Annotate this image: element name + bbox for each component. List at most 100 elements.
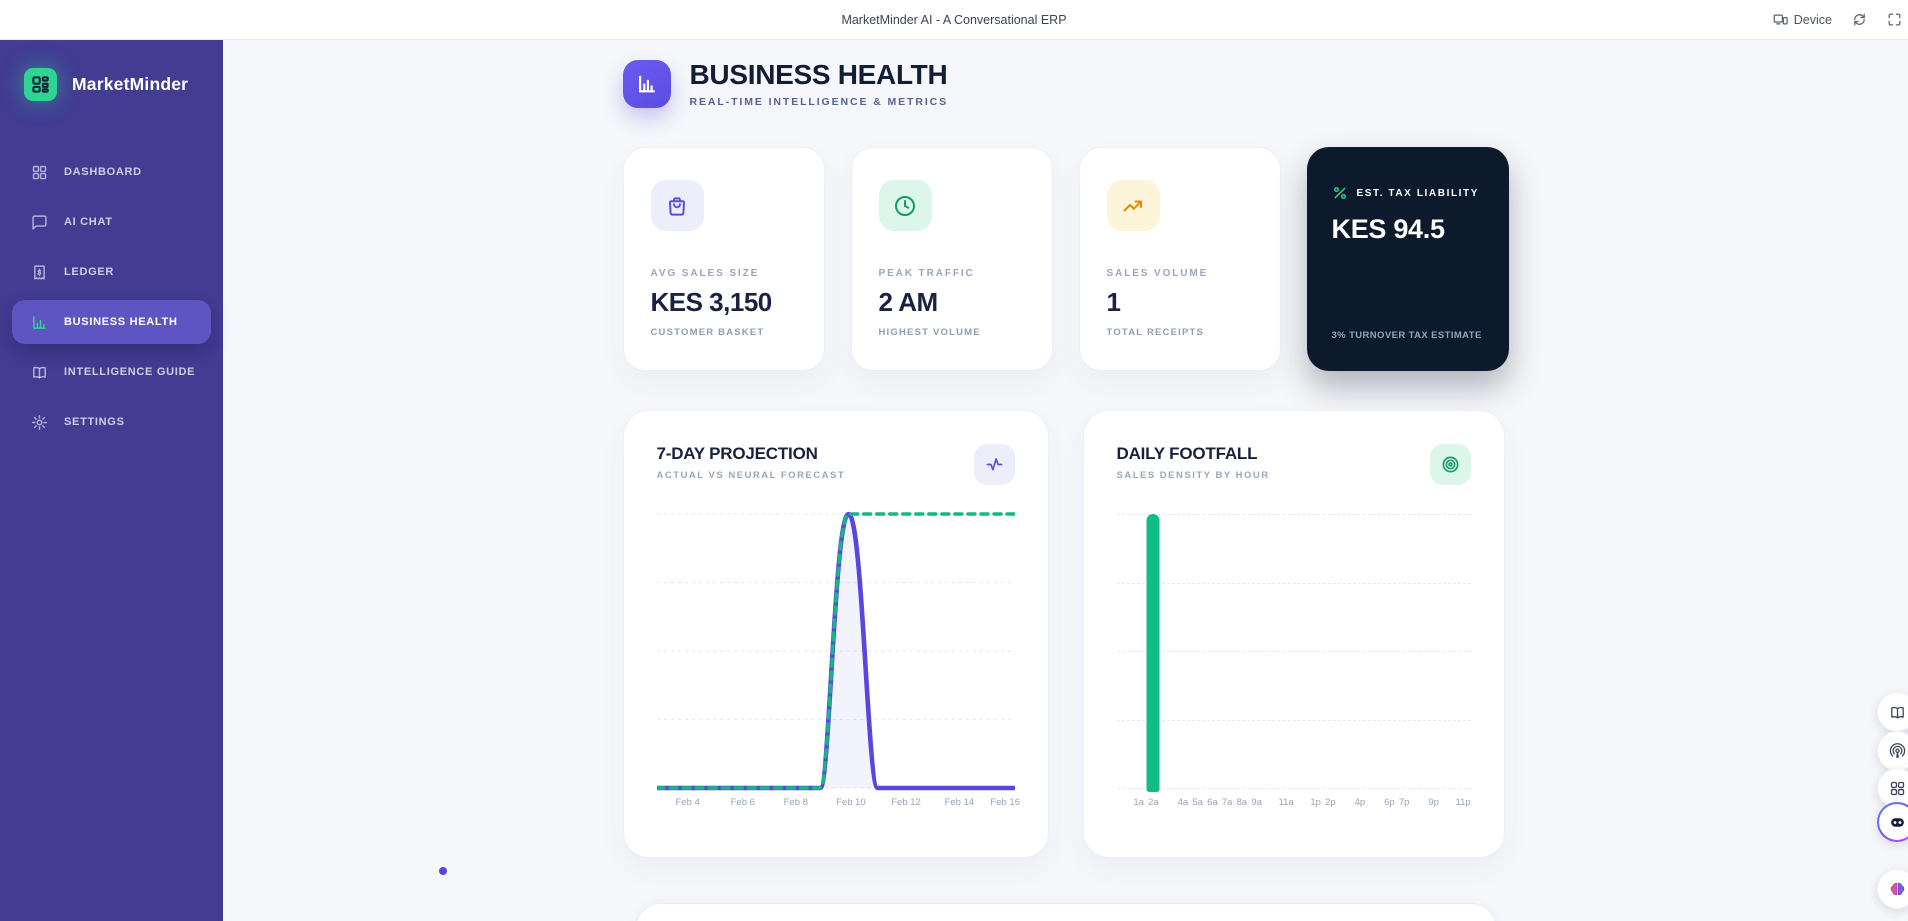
page-subtitle: REAL-TIME INTELLIGENCE & METRICS bbox=[689, 95, 949, 108]
x-tick: 6a bbox=[1207, 797, 1218, 808]
metric-iconbox bbox=[650, 180, 704, 231]
sidebar-item-settings[interactable]: SETTINGS bbox=[12, 400, 211, 444]
metric-iconbox bbox=[878, 180, 932, 231]
robot-icon bbox=[1890, 817, 1904, 827]
metrics-row: AVG SALES SIZE KES 3,150 CUSTOMER BASKET… bbox=[622, 147, 1509, 371]
topbar: MarketMinder AI - A Conversational ERP D… bbox=[0, 0, 1908, 40]
x-tick: 7p bbox=[1398, 797, 1410, 808]
sidebar-item-ledger[interactable]: LEDGER bbox=[12, 250, 211, 294]
chart-card-projection: 7-DAY PROJECTION ACTUAL VS NEURAL FORECA… bbox=[622, 410, 1049, 858]
metric-card-sales-volume: SALES VOLUME 1 TOTAL RECEIPTS bbox=[1078, 147, 1281, 371]
target-icon bbox=[1442, 456, 1458, 473]
x-tick: Feb 14 bbox=[944, 797, 975, 808]
podcast-icon bbox=[1889, 742, 1905, 758]
x-tick: Feb 6 bbox=[730, 797, 755, 808]
metric-label: SALES VOLUME bbox=[1106, 268, 1209, 279]
tax-card-value: KES 94.5 bbox=[1331, 214, 1445, 244]
x-tick: Feb 4 bbox=[675, 797, 700, 808]
float-button-assistant[interactable] bbox=[1877, 802, 1908, 842]
device-label: Device bbox=[1793, 12, 1832, 27]
metric-label: PEAK TRAFFIC bbox=[878, 268, 975, 279]
metric-value: 1 bbox=[1106, 287, 1121, 317]
window-title: MarketMinder AI - A Conversational ERP bbox=[841, 12, 1067, 27]
device-selector[interactable]: Device bbox=[1773, 12, 1832, 27]
tax-card-footnote: 3% TURNOVER TAX ESTIMATE bbox=[1331, 330, 1482, 341]
footfall-x-axis: 1a 2a 4a 5a 6a 7a 8a 9a 11a 1p 2p 4p 6p … bbox=[1117, 792, 1471, 810]
x-tick: 11p bbox=[1455, 797, 1471, 808]
projection-x-axis: Feb 4 Feb 6 Feb 8 Feb 10 Feb 12 Feb 14 F… bbox=[657, 792, 1019, 810]
sidebar-item-business-health[interactable]: BUSINESS HEALTH bbox=[12, 300, 211, 344]
forecast-series-line bbox=[656, 512, 1015, 790]
x-tick: 1a bbox=[1133, 797, 1144, 808]
x-tick: 1p bbox=[1310, 797, 1321, 808]
main-content: BUSINESS HEALTH REAL-TIME INTELLIGENCE &… bbox=[223, 40, 1908, 921]
metric-value: KES 3,150 bbox=[650, 287, 773, 317]
x-tick: Feb 12 bbox=[891, 797, 921, 808]
bottom-card-partial bbox=[634, 903, 1497, 921]
sidebar: MarketMinder DASHBOARD AI CHAT LEDGER BU… bbox=[0, 40, 223, 921]
metric-value: 2 AM bbox=[878, 287, 939, 317]
footfall-bar-2a bbox=[1146, 514, 1160, 792]
brand: MarketMinder bbox=[0, 40, 223, 101]
chart-card-footfall: DAILY FOOTFALL SALES DENSITY BY HOUR bbox=[1082, 410, 1505, 858]
bar-chart-icon bbox=[638, 75, 655, 93]
metric-iconbox bbox=[1106, 180, 1160, 231]
x-tick: 9a bbox=[1251, 797, 1262, 808]
fullscreen-icon[interactable] bbox=[1887, 12, 1902, 27]
topbar-controls: Device bbox=[1773, 0, 1902, 39]
projection-line-chart bbox=[656, 509, 1015, 792]
receipt-icon bbox=[34, 264, 45, 280]
sidebar-item-label: BUSINESS HEALTH bbox=[64, 316, 178, 328]
bar-chart-icon bbox=[33, 315, 46, 329]
refresh-icon[interactable] bbox=[1852, 12, 1867, 27]
sidebar-item-dashboard[interactable]: DASHBOARD bbox=[12, 150, 211, 194]
activity-icon bbox=[986, 458, 1002, 471]
page-title: BUSINESS HEALTH bbox=[689, 58, 948, 90]
x-tick: 4a bbox=[1177, 797, 1189, 808]
x-tick: 8a bbox=[1236, 797, 1248, 808]
metric-sublabel: TOTAL RECEIPTS bbox=[1106, 327, 1205, 338]
metric-card-peak-traffic: PEAK TRAFFIC 2 AM HIGHEST VOLUME bbox=[850, 147, 1053, 371]
charts-row: 7-DAY PROJECTION ACTUAL VS NEURAL FORECA… bbox=[622, 410, 1509, 858]
sidebar-item-label: INTELLIGENCE GUIDE bbox=[64, 366, 196, 378]
sidebar-item-ai-chat[interactable]: AI CHAT bbox=[12, 200, 211, 244]
shopping-bag-icon bbox=[669, 196, 685, 216]
sidebar-item-label: LEDGER bbox=[64, 266, 115, 278]
x-tick: 7a bbox=[1221, 797, 1233, 808]
sidebar-item-intelligence-guide[interactable]: INTELLIGENCE GUIDE bbox=[12, 350, 211, 394]
clock-icon bbox=[895, 195, 915, 216]
page-header-iconbox bbox=[622, 60, 671, 108]
book-icon bbox=[33, 366, 46, 379]
book-icon bbox=[1890, 706, 1904, 718]
sidebar-item-label: DASHBOARD bbox=[64, 166, 142, 178]
brain-icon bbox=[1890, 882, 1904, 895]
stray-cursor-dot bbox=[439, 867, 447, 875]
device-icon bbox=[1773, 14, 1788, 25]
metric-sublabel: HIGHEST VOLUME bbox=[878, 327, 981, 338]
footfall-bar-chart bbox=[1116, 509, 1471, 792]
chart-title: 7-DAY PROJECTION bbox=[656, 444, 818, 463]
float-button-brain[interactable] bbox=[1877, 869, 1908, 909]
page-header: BUSINESS HEALTH REAL-TIME INTELLIGENCE &… bbox=[622, 58, 1509, 108]
grid-icon bbox=[32, 165, 47, 179]
brand-name: MarketMinder bbox=[72, 74, 189, 94]
tax-card-label: EST. TAX LIABILITY bbox=[1356, 187, 1480, 199]
chart-iconbox bbox=[1429, 444, 1471, 485]
brand-logo bbox=[24, 68, 57, 101]
float-button-broadcast[interactable] bbox=[1877, 731, 1908, 771]
sidebar-nav: DASHBOARD AI CHAT LEDGER BUSINESS HEALTH… bbox=[0, 150, 223, 444]
grid-logo-icon bbox=[32, 76, 49, 93]
metric-label: AVG SALES SIZE bbox=[650, 268, 760, 279]
x-tick: Feb 16 bbox=[990, 797, 1020, 808]
x-tick: 2a bbox=[1148, 797, 1159, 808]
x-tick: 11a bbox=[1278, 797, 1294, 808]
metric-card-avg-sales: AVG SALES SIZE KES 3,150 CUSTOMER BASKET bbox=[622, 147, 825, 371]
metric-sublabel: CUSTOMER BASKET bbox=[650, 327, 765, 338]
sidebar-item-label: SETTINGS bbox=[64, 416, 125, 428]
x-tick: Feb 10 bbox=[836, 797, 866, 808]
command-grid-icon bbox=[1890, 781, 1904, 795]
percent-icon bbox=[1333, 187, 1346, 199]
x-tick: Feb 8 bbox=[783, 797, 808, 808]
tax-liability-card: EST. TAX LIABILITY KES 94.5 3% TURNOVER … bbox=[1306, 147, 1509, 371]
x-tick: 2p bbox=[1325, 797, 1336, 808]
